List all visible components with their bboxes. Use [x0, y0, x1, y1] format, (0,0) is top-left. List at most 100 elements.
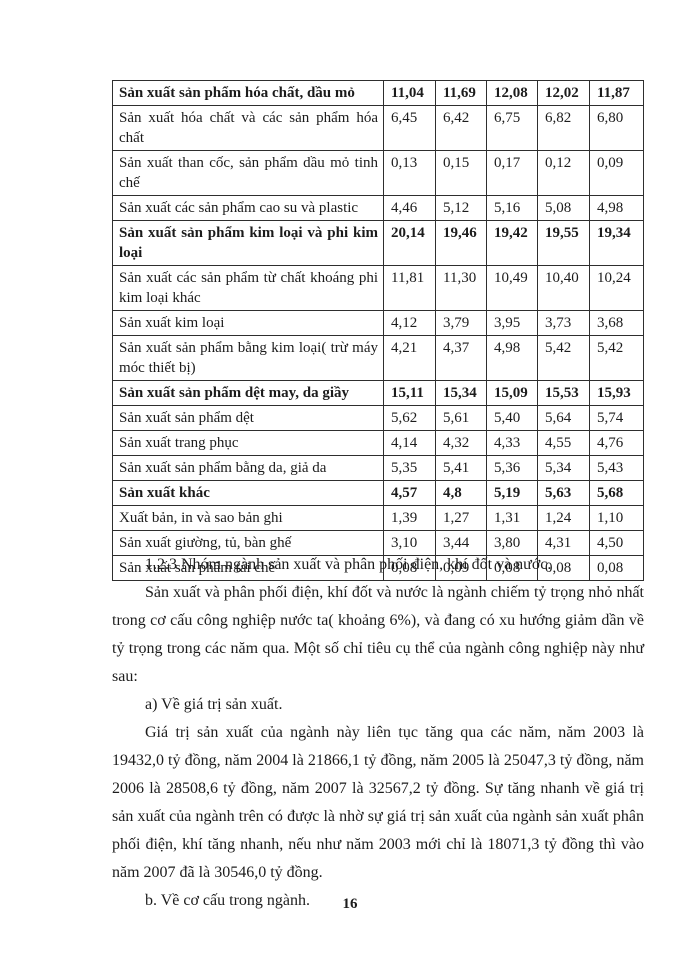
- table-row: Sản xuất sản phẩm bằng da, giả da 5,35 5,4…: [112, 455, 644, 481]
- row-value: 15,09: [486, 380, 538, 406]
- row-value: 10,24: [589, 265, 644, 311]
- row-value: 4,57: [383, 480, 436, 506]
- table-row: Sản xuất sản phẩm dệt 5,62 5,61 5,40 5,64 5,7…: [112, 405, 644, 431]
- row-value: 5,68: [589, 480, 644, 506]
- row-value: 5,74: [589, 405, 644, 431]
- paragraph-overview: Sản xuất và phân phối điện, khí đốt và n…: [112, 584, 644, 685]
- row-value: 0,08: [537, 555, 590, 581]
- row-value: 5,40: [486, 405, 538, 431]
- row-value: 19,55: [537, 220, 590, 266]
- row-value: 4,33: [486, 430, 538, 456]
- row-value: 4,8: [435, 480, 487, 506]
- row-value: 10,49: [486, 265, 538, 311]
- table-row: Sản xuất giường, tủ, bàn ghế 3,10 3,44 3,80…: [112, 530, 644, 556]
- row-value: 0,13: [383, 150, 436, 196]
- row-value: 3,95: [486, 310, 538, 336]
- table-row: Sản xuất các sản phẩm từ chất khoáng phi…: [112, 265, 644, 311]
- row-label: Sản xuất kim loại: [112, 310, 384, 336]
- row-value: 4,32: [435, 430, 487, 456]
- row-value: 11,69: [435, 80, 487, 106]
- row-value: 19,42: [486, 220, 538, 266]
- row-value: 1,10: [589, 505, 644, 531]
- row-label: Sản xuất khác: [112, 480, 384, 506]
- row-value: 15,53: [537, 380, 590, 406]
- row-value: 0,08: [589, 555, 644, 581]
- row-value: 4,98: [486, 335, 538, 381]
- row-label: Sản xuất các sản phẩm cao su và plastic: [112, 195, 384, 221]
- table-row: Sản xuất trang phục 4,14 4,32 4,33 4,55 4,76: [112, 430, 644, 456]
- row-value: 11,87: [589, 80, 644, 106]
- row-value: 4,37: [435, 335, 487, 381]
- table-row: Sản xuất sản phẩm dệt may, da giầy 15,11 1…: [112, 380, 644, 406]
- row-value: 4,46: [383, 195, 436, 221]
- body-text: 1.2.3 Nhóm ngành sản xuất và phân phối đ…: [112, 551, 644, 915]
- industry-share-table-body: Sản xuất sản phẩm hóa chất, dầu mỏ 11,04 1…: [112, 80, 644, 581]
- row-value: 5,12: [435, 195, 487, 221]
- row-value: 4,50: [589, 530, 644, 556]
- row-label: Sản xuất giường, tủ, bàn ghế: [112, 530, 384, 556]
- row-label: Sản xuất sản phẩm dệt may, da giầy: [112, 380, 384, 406]
- row-label: Sản xuất hóa chất và các sản phẩm hóa ch…: [112, 105, 384, 151]
- row-value: 4,21: [383, 335, 436, 381]
- row-value: 5,42: [537, 335, 590, 381]
- table-row: Sản xuất than cốc, sản phẩm dầu mỏ tinh …: [112, 150, 644, 196]
- row-value: 0,15: [435, 150, 487, 196]
- row-value: 1,39: [383, 505, 436, 531]
- row-value: 3,79: [435, 310, 487, 336]
- row-label: Sản xuất trang phục: [112, 430, 384, 456]
- row-value: 3,80: [486, 530, 538, 556]
- row-value: 0,12: [537, 150, 590, 196]
- row-value: 5,61: [435, 405, 487, 431]
- row-label: Sản xuất sản phẩm bằng kim loại( trừ máy…: [112, 335, 384, 381]
- table-row: Sản xuất kim loại 4,12 3,79 3,95 3,73 3,68: [112, 310, 644, 336]
- row-value: 5,36: [486, 455, 538, 481]
- row-value: 0,09: [435, 555, 487, 581]
- row-value: 1,27: [435, 505, 487, 531]
- row-value: 5,16: [486, 195, 538, 221]
- list-item-b: b. Về cơ cấu trong ngành.: [145, 892, 311, 909]
- row-value: 20,14: [383, 220, 436, 266]
- row-label: Sản xuất sản phẩm kim loại và phi kim lo…: [112, 220, 384, 266]
- row-value: 3,73: [537, 310, 590, 336]
- row-value: 3,10: [383, 530, 436, 556]
- row-value: 3,68: [589, 310, 644, 336]
- row-value: 6,45: [383, 105, 436, 151]
- paragraph-production-value: Giá trị sản xuất của ngành này liên tục …: [112, 724, 644, 881]
- row-label: Sản xuất than cốc, sản phẩm dầu mỏ tinh …: [112, 150, 384, 196]
- row-value: 5,34: [537, 455, 590, 481]
- row-value: 5,62: [383, 405, 436, 431]
- table-row: Sản xuất khác 4,57 4,8 5,19 5,63 5,68: [112, 480, 644, 506]
- row-value: 6,42: [435, 105, 487, 151]
- row-value: 12,08: [486, 80, 538, 106]
- row-value: 4,76: [589, 430, 644, 456]
- row-value: 1,31: [486, 505, 538, 531]
- row-value: 15,11: [383, 380, 436, 406]
- row-value: 10,40: [537, 265, 590, 311]
- row-value: 4,98: [589, 195, 644, 221]
- row-value: 12,02: [537, 80, 590, 106]
- row-value: 11,30: [435, 265, 487, 311]
- row-value: 11,81: [383, 265, 436, 311]
- row-value: 6,75: [486, 105, 538, 151]
- list-item-a: a) Về giá trị sản xuất.: [145, 696, 283, 713]
- table-row: Sản xuất sản phẩm bằng kim loại( trừ máy…: [112, 335, 644, 381]
- row-value: 19,46: [435, 220, 487, 266]
- row-label: Sản xuất sản phẩm bằng da, giả da: [112, 455, 384, 481]
- row-value: 5,42: [589, 335, 644, 381]
- row-value: 5,08: [537, 195, 590, 221]
- row-label: Sản xuất sản phẩm tái chế: [112, 555, 384, 581]
- row-value: 15,34: [435, 380, 487, 406]
- row-value: 5,43: [589, 455, 644, 481]
- table-row: Sản xuất các sản phẩm cao su và plastic 4…: [112, 195, 644, 221]
- row-value: 19,34: [589, 220, 644, 266]
- table-row: Sản xuất sản phẩm tái chế 0,08 0,09 0,08 0,0…: [112, 555, 644, 581]
- row-value: 5,19: [486, 480, 538, 506]
- table-row: Sản xuất sản phẩm hóa chất, dầu mỏ 11,04 1…: [112, 80, 644, 106]
- row-value: 4,55: [537, 430, 590, 456]
- row-value: 6,82: [537, 105, 590, 151]
- page-number: 16: [342, 896, 358, 912]
- table-row: Sản xuất hóa chất và các sản phẩm hóa ch…: [112, 105, 644, 151]
- row-value: 0,17: [486, 150, 538, 196]
- industry-share-table: Sản xuất sản phẩm hóa chất, dầu mỏ 11,04 1…: [112, 80, 644, 581]
